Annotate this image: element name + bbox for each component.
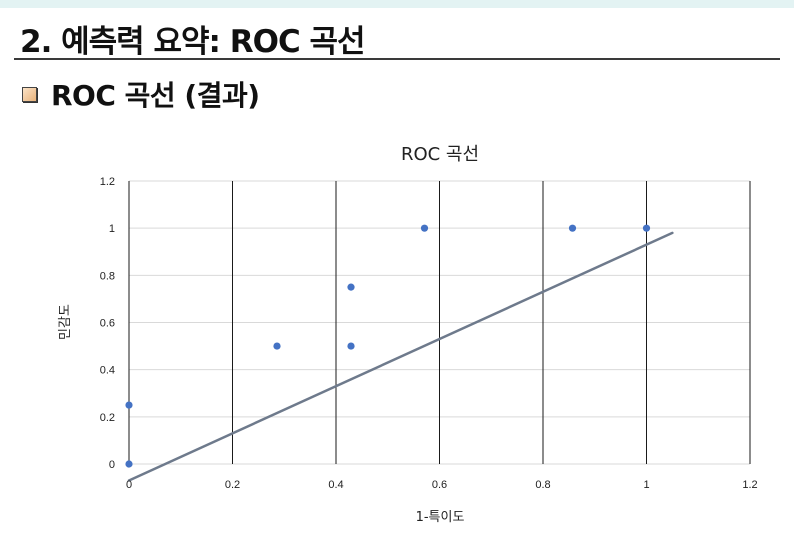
x-tick-label: 0.4 [328,479,343,491]
x-tick-label: 0.8 [535,479,550,491]
slide-title: 2. 예측력 요약: ROC 곡선 [20,24,366,60]
data-point [125,460,133,468]
data-point [273,342,281,350]
y-tick-label: 0.4 [100,365,115,377]
x-tick-label: 0 [126,479,132,491]
x-tick-label: 1 [643,479,649,491]
chart-tick-labels: 0 0.2 0.4 0.6 0.8 1 1.2 0 0.2 0.4 0.6 0.8 1 1.2 [100,176,758,491]
y-axis-title: 민감도 [58,304,73,340]
section-heading-row: ROC 곡선 (결과) [22,74,260,114]
bullet-square-icon [22,86,37,102]
trendline [127,231,674,482]
y-tick-label: 0.6 [100,318,115,330]
data-point [420,224,429,232]
section-heading: ROC 곡선 (결과) [51,79,260,112]
x-tick-label: 1.2 [742,479,757,491]
chart-title: ROC 곡선 [401,144,479,165]
x-axis-title: 1-특이도 [416,510,465,525]
y-tick-label: 1 [109,223,115,235]
data-point [125,401,133,409]
y-tick-label: 0.8 [100,270,115,282]
data-point [642,224,651,232]
chart-trendline-layer [127,231,674,482]
top-accent-band [0,0,794,8]
x-tick-label: 0.6 [432,479,447,491]
data-point [347,283,355,291]
title-underline [14,58,780,60]
y-tick-label: 0 [109,459,115,471]
data-point [347,342,355,350]
y-tick-label: 1.2 [100,176,115,188]
y-tick-label: 0.2 [100,412,115,424]
data-point [568,224,577,232]
chart-grid [128,180,751,465]
x-tick-label: 0.2 [225,479,240,491]
chart-points [125,224,651,468]
